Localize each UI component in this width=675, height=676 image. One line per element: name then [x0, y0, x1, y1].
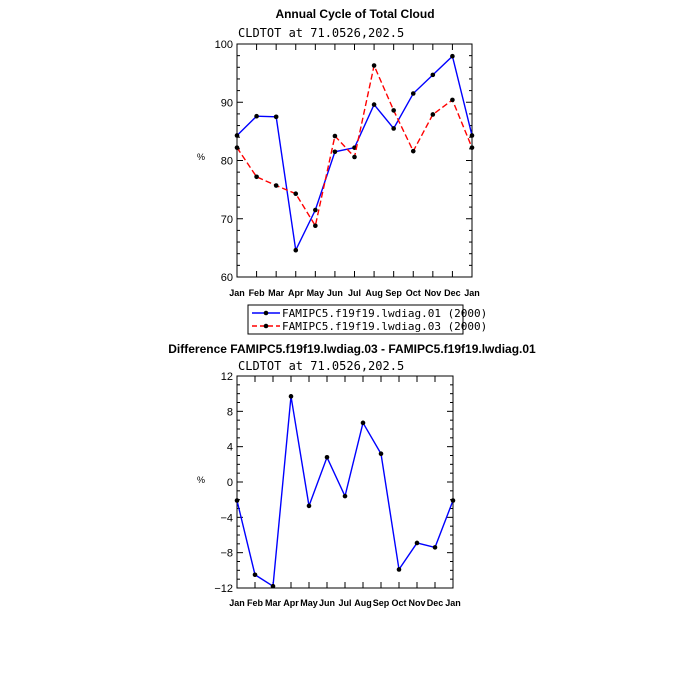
- data-point: [410, 91, 416, 96]
- legend-box: [247, 304, 464, 335]
- data-point: [313, 207, 318, 213]
- data-point: [410, 148, 416, 154]
- x-tick-label: Mar: [268, 288, 285, 298]
- data-point: [273, 183, 279, 188]
- x-tick-label: Dec: [427, 598, 444, 608]
- data-point: [293, 247, 299, 253]
- x-tick-label: Apr: [283, 598, 299, 608]
- legend-marker: [263, 310, 269, 316]
- x-tick-label: Jun: [319, 598, 335, 608]
- data-point: [360, 420, 366, 426]
- x-tick-label: Nov: [408, 598, 425, 608]
- x-tick-label: Dec: [444, 288, 461, 298]
- data-point: [313, 223, 318, 229]
- plot-frame: [236, 43, 473, 278]
- x-tick-label: Feb: [249, 288, 266, 298]
- plot-frame: [236, 375, 454, 589]
- y-tick-label: 8: [227, 406, 233, 418]
- data-point: [371, 63, 377, 68]
- data-point: [254, 174, 259, 180]
- x-tick-label: Nov: [424, 288, 441, 298]
- x-tick-label: Feb: [247, 598, 264, 608]
- y-axis-label: %: [197, 152, 205, 162]
- x-tick-label: May: [300, 598, 318, 608]
- data-point: [469, 133, 475, 138]
- data-point: [430, 112, 436, 117]
- x-tick-label: Jan: [464, 288, 480, 298]
- y-tick-label: −8: [220, 548, 233, 560]
- x-tick-label: Sep: [385, 288, 402, 298]
- x-tick-label: Aug: [365, 288, 383, 298]
- data-point: [450, 53, 455, 59]
- y-axis-label: %: [197, 475, 205, 485]
- data-point: [414, 540, 420, 546]
- data-point: [306, 503, 312, 509]
- data-point: [432, 545, 438, 550]
- y-tick-label: 80: [221, 156, 233, 168]
- data-point: [234, 145, 240, 150]
- y-tick-label: 90: [221, 97, 233, 109]
- legend-marker: [263, 323, 269, 329]
- y-tick-label: 60: [221, 272, 233, 284]
- legend-entry: FAMIPC5.f19f19.lwdiag.01 (2000): [282, 307, 487, 320]
- x-tick-label: Oct: [391, 598, 406, 608]
- x-tick-label: Aug: [354, 598, 372, 608]
- x-tick-label: Apr: [288, 288, 304, 298]
- chart-title: Annual Cycle of Total Cloud: [275, 7, 434, 21]
- data-point: [293, 191, 299, 197]
- x-tick-label: Jul: [348, 288, 361, 298]
- data-point: [391, 108, 396, 113]
- data-point: [469, 145, 475, 150]
- annual-cycle-chart: Annual Cycle of Total Cloud CLDTOT at 71…: [197, 7, 487, 335]
- data-point: [324, 454, 330, 460]
- x-tick-label: Jan: [229, 288, 245, 298]
- legend-entry: FAMIPC5.f19f19.lwdiag.03 (2000): [282, 320, 487, 333]
- chart-title: Difference FAMIPC5.f19f19.lwdiag.03 - FA…: [168, 342, 536, 356]
- data-point: [273, 114, 279, 120]
- y-tick-label: 0: [227, 477, 233, 489]
- chart-subtitle: CLDTOT at 71.0526,202.5: [238, 26, 404, 40]
- data-point: [430, 72, 436, 78]
- data-point: [450, 498, 456, 503]
- series-line: [236, 396, 454, 588]
- data-point: [254, 113, 259, 119]
- data-point: [450, 97, 455, 103]
- difference-chart: Difference FAMIPC5.f19f19.lwdiag.03 - FA…: [168, 342, 536, 608]
- data-point: [342, 493, 348, 499]
- x-tick-label: Mar: [265, 598, 282, 608]
- y-tick-label: 4: [227, 442, 233, 454]
- data-point: [391, 126, 396, 131]
- data-point: [378, 451, 384, 457]
- data-point: [234, 498, 240, 503]
- data-point: [288, 394, 294, 399]
- y-tick-label: 12: [221, 371, 233, 383]
- data-point: [252, 572, 258, 578]
- x-tick-label: Jan: [445, 598, 461, 608]
- y-tick-label: −12: [214, 583, 233, 595]
- x-tick-label: Jul: [338, 598, 351, 608]
- x-tick-label: May: [307, 288, 325, 298]
- x-tick-label: Sep: [373, 598, 390, 608]
- x-tick-label: Oct: [406, 288, 421, 298]
- data-point: [396, 567, 402, 572]
- x-tick-label: Jun: [327, 288, 343, 298]
- data-point: [234, 133, 240, 138]
- data-point: [371, 102, 377, 107]
- data-point: [332, 149, 338, 155]
- y-tick-label: −4: [220, 512, 233, 524]
- chart-subtitle: CLDTOT at 71.0526,202.5: [238, 359, 404, 373]
- y-tick-label: 100: [215, 39, 233, 51]
- x-tick-label: Jan: [229, 598, 245, 608]
- data-point: [270, 583, 276, 589]
- data-point: [332, 133, 338, 139]
- y-tick-label: 70: [221, 214, 233, 226]
- data-point: [352, 154, 357, 160]
- series-line: [236, 54, 473, 253]
